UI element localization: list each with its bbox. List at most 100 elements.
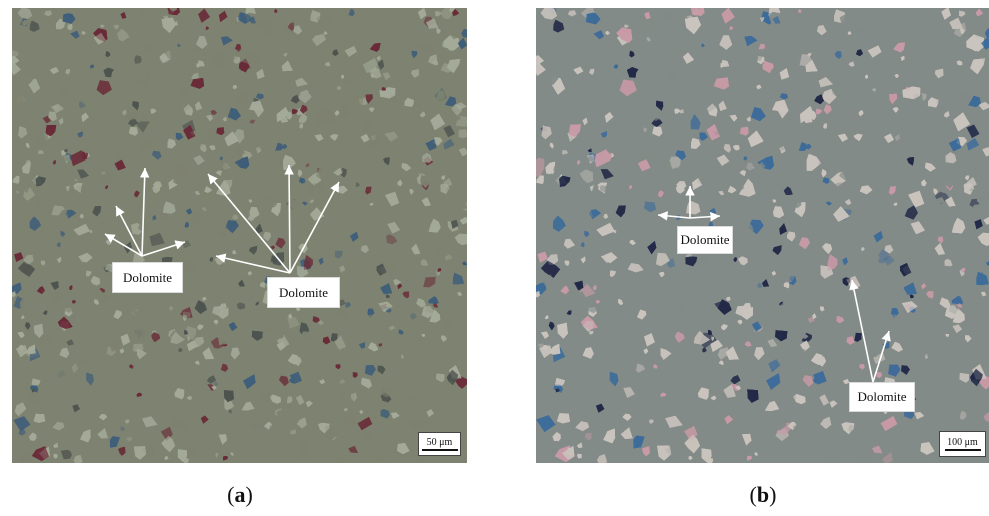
mineral-grain [381, 389, 386, 395]
mineral-grain [727, 420, 738, 433]
mineral-grain [203, 421, 213, 432]
mineral-grain [649, 107, 665, 121]
mineral-grain [368, 107, 375, 113]
mineral-grain [639, 151, 651, 162]
mineral-grain [635, 363, 646, 373]
mineral-grain [265, 326, 273, 334]
mineral-grain [168, 306, 174, 311]
mineral-grain [278, 333, 285, 339]
mineral-grain [644, 333, 655, 347]
mineral-grain [455, 114, 461, 121]
mineral-grain [19, 298, 32, 311]
mineral-grain [177, 43, 181, 48]
mineral-grain [982, 147, 989, 157]
mineral-grain [575, 421, 590, 432]
mineral-grain [736, 61, 745, 71]
mineral-grain [929, 8, 941, 16]
mineral-grain [180, 306, 193, 319]
mineral-grain [798, 237, 811, 250]
mineral-grain [338, 371, 344, 376]
mineral-grain [143, 78, 151, 87]
mineral-grain [553, 19, 565, 33]
mineral-grain [904, 205, 918, 220]
mineral-grain [163, 201, 176, 214]
mineral-grain [35, 176, 46, 187]
mineral-grain [101, 249, 109, 256]
mineral-grain [688, 162, 696, 168]
mineral-grain [445, 319, 454, 328]
mineral-grain [401, 162, 412, 172]
mineral-grain [218, 10, 228, 23]
mineral-grain [338, 299, 346, 306]
mineral-grain [163, 408, 172, 417]
mineral-grain [747, 130, 764, 148]
mineral-grain [549, 343, 561, 355]
mineral-grain [378, 301, 393, 313]
mineral-grain [448, 204, 455, 209]
mineral-grain [340, 389, 356, 405]
mineral-grain [582, 117, 588, 126]
mineral-grain [72, 103, 79, 109]
mineral-grain [783, 281, 790, 289]
mineral-grain [953, 112, 970, 132]
mineral-grain [780, 17, 796, 36]
mineral-grain [951, 296, 964, 305]
mineral-grain [762, 49, 772, 59]
mineral-grain [658, 327, 671, 339]
mineral-grain [540, 8, 558, 20]
mineral-grain [77, 169, 89, 179]
mineral-grain [146, 361, 153, 369]
mineral-grain [892, 107, 899, 113]
mineral-grain [23, 187, 36, 201]
mineral-grain [25, 142, 30, 149]
mineral-grain [223, 390, 234, 403]
mineral-grain [719, 35, 733, 50]
mineral-grain [877, 16, 882, 20]
mineral-grain [12, 92, 26, 108]
mineral-grain [616, 27, 633, 43]
mineral-grain [235, 147, 246, 157]
mineral-grain [819, 394, 829, 406]
mineral-grain [762, 93, 772, 105]
mineral-grain [969, 154, 979, 164]
mineral-grain [187, 340, 199, 352]
mineral-grain [873, 352, 886, 364]
mineral-grain [719, 35, 733, 50]
mineral-grain [126, 108, 140, 121]
mineral-grain [360, 134, 370, 143]
mineral-grain [902, 86, 921, 100]
mineral-grain [386, 378, 390, 382]
mineral-grain [600, 131, 608, 138]
mineral-grain [690, 168, 705, 181]
mineral-grain [956, 302, 963, 308]
mineral-grain [201, 296, 207, 301]
mineral-grain [170, 331, 185, 344]
mineral-grain [812, 313, 817, 319]
mineral-grain [86, 372, 94, 386]
mineral-grain [426, 18, 439, 29]
mineral-grain [196, 36, 208, 49]
mineral-grain [42, 182, 53, 196]
mineral-grain [249, 119, 256, 124]
mineral-grain [453, 198, 459, 203]
mineral-grain [836, 315, 844, 324]
mineral-grain [820, 265, 834, 279]
mineral-grain [269, 394, 281, 404]
mineral-grain [589, 68, 595, 75]
arrow-line [141, 240, 186, 257]
mineral-grain [289, 371, 302, 384]
mineral-grain [296, 417, 307, 429]
mineral-grain [825, 330, 832, 340]
mineral-grain [29, 20, 40, 32]
mineral-grain [582, 347, 594, 359]
mineral-grain [142, 416, 158, 428]
mineral-grain [249, 206, 260, 218]
mineral-grain [934, 95, 948, 109]
mineral-grain [802, 375, 814, 387]
mineral-grain [407, 146, 414, 152]
mineral-grain [398, 329, 404, 335]
mineral-grain [571, 13, 582, 27]
mineral-grain [906, 223, 913, 231]
mineral-grain [864, 200, 873, 209]
mineral-grain [844, 198, 852, 206]
